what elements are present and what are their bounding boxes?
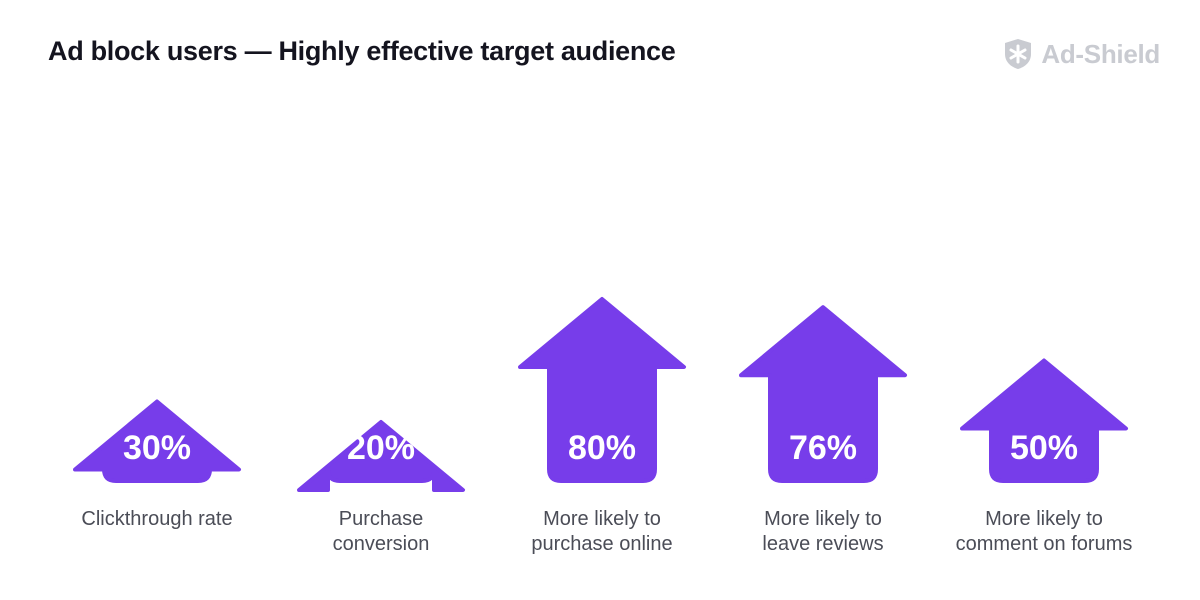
arrow-bar: [960, 358, 1128, 483]
brand-logo: Ad-Shield: [1003, 38, 1160, 70]
category-label: Purchase: [339, 508, 424, 530]
page-title: Ad block users — Highly effective target…: [48, 36, 676, 66]
category-label: Clickthrough rate: [81, 508, 232, 530]
value-label: 30%: [123, 429, 191, 467]
category-label: More likely to: [985, 508, 1103, 530]
brand-name: Ad-Shield: [1041, 38, 1160, 69]
arrow-bar: [739, 305, 907, 483]
category-label: comment on forums: [956, 533, 1133, 555]
arrow-bar: [297, 420, 465, 492]
category-label: conversion: [333, 533, 430, 555]
category-label: More likely to: [543, 508, 661, 530]
value-label: 80%: [568, 429, 636, 467]
value-label: 50%: [1010, 429, 1078, 467]
category-label: leave reviews: [762, 533, 883, 555]
value-label: 76%: [789, 429, 857, 467]
arrow-bar: [518, 297, 686, 483]
shield-asterisk-icon: [1005, 39, 1032, 69]
category-label: More likely to: [764, 508, 882, 530]
category-label: purchase online: [531, 533, 672, 555]
arrow-bar: [73, 399, 241, 483]
value-label: 20%: [347, 429, 415, 467]
